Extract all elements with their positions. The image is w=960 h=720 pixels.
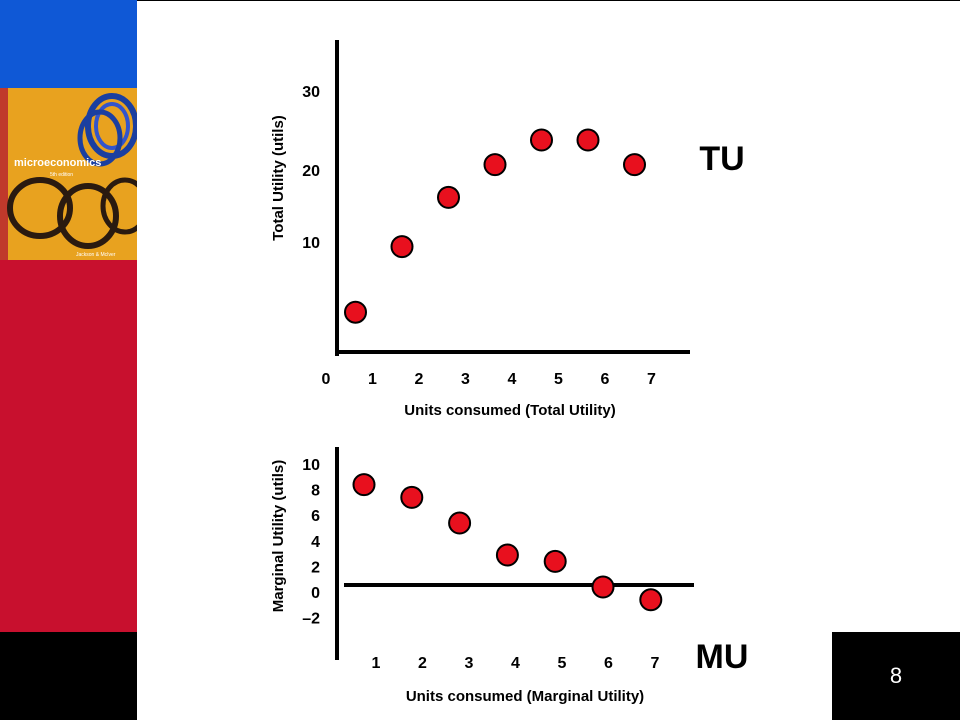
tu-data-point	[530, 128, 553, 152]
tu-x-tick-label: 4	[508, 371, 517, 388]
mu-data-point	[495, 543, 519, 567]
mu-x-tick-label: 2	[418, 655, 427, 672]
tu-data-point	[623, 153, 646, 177]
tu-data-point	[483, 153, 507, 177]
marginal-utility-chart: 1 2 3 4 5 6 7 10 8 6 4 2 0 –2 Units consumed (Margin…	[270, 447, 748, 705]
mu-y-tick-label: –2	[302, 611, 320, 628]
cover-title: microeconomics	[14, 157, 101, 169]
tu-data-point	[576, 128, 600, 152]
page-number-box: 8	[832, 632, 960, 720]
mu-curve-label: MU	[696, 638, 749, 676]
mu-y-tick-label: 2	[311, 559, 320, 576]
mu-y-axis-title: Marginal Utility (utils)	[270, 460, 287, 613]
mu-data-point	[400, 485, 424, 509]
tu-x-tick-label: 1	[368, 371, 377, 388]
tu-x-tick-label: 2	[415, 371, 424, 388]
mu-y-tick-label: 8	[311, 483, 320, 500]
mu-y-tick-label: 6	[311, 508, 320, 525]
page-number: 8	[889, 663, 903, 688]
tu-x-tick-label: 7	[647, 371, 656, 388]
tu-x-tick-label: 3	[461, 371, 470, 388]
tu-data-point	[344, 300, 367, 324]
sidebar-decoration: microeconomics 5th edition Jackson & McI…	[0, 0, 137, 720]
tu-y-tick-label: 20	[302, 163, 320, 180]
tu-data-point	[437, 185, 460, 209]
mu-data-point	[352, 473, 376, 497]
tu-curve-label: TU	[699, 140, 744, 178]
mu-x-tick-label: 5	[558, 655, 567, 672]
mu-y-tick-label: 4	[311, 534, 320, 551]
mu-x-tick-label: 1	[372, 655, 381, 672]
mu-data-point	[448, 511, 472, 535]
tu-y-tick-label: 10	[302, 235, 320, 252]
tu-x-tick-label: 5	[554, 371, 563, 388]
mu-data-point	[591, 575, 615, 599]
sidebar-red-band	[0, 260, 137, 632]
mu-y-tick-label: 0	[311, 585, 320, 602]
sidebar-blue-band	[0, 0, 137, 88]
mu-x-tick-label: 6	[604, 655, 613, 672]
total-utility-chart: 0 1 2 3 4 5 6 7 10 20 30 Units consumed (Total Ut…	[270, 40, 745, 419]
mu-x-tick-label: 7	[651, 655, 660, 672]
mu-x-tick-label: 4	[511, 655, 520, 672]
top-border-line	[137, 0, 960, 1]
mu-x-tick-label: 3	[465, 655, 474, 672]
tu-y-tick-label: 30	[302, 84, 320, 101]
tu-x-tick-label: 6	[601, 371, 610, 388]
spring-coils-icon: microeconomics 5th edition Jackson & McI…	[0, 88, 137, 260]
mu-x-axis-title: Units consumed (Marginal Utility)	[406, 688, 644, 705]
tu-y-axis-title: Total Utility (utils)	[270, 115, 287, 241]
tu-data-point	[390, 235, 414, 259]
mu-data-point	[543, 549, 567, 573]
mu-data-point	[639, 588, 663, 612]
tu-x-axis-title: Units consumed (Total Utility)	[404, 402, 615, 419]
tu-x-tick-label: 0	[322, 371, 331, 388]
mu-y-tick-label: 10	[302, 457, 320, 474]
cover-authors: Jackson & McIver	[76, 252, 116, 258]
sidebar-black-band	[0, 632, 137, 720]
cover-edition: 5th edition	[50, 172, 73, 178]
book-cover-image: microeconomics 5th edition Jackson & McI…	[0, 88, 137, 260]
